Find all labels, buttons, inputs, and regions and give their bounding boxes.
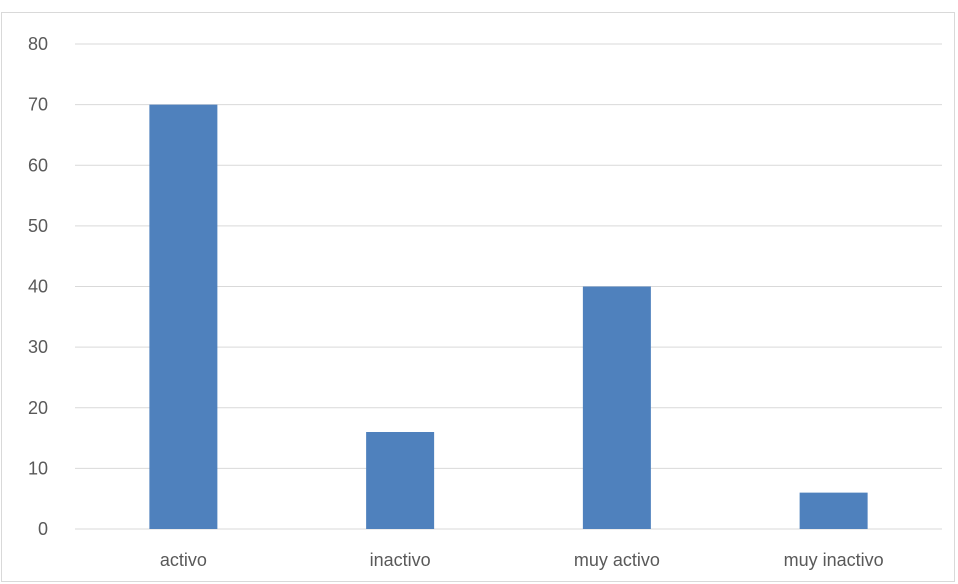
y-tick-label: 20 bbox=[28, 398, 48, 418]
bar-activo bbox=[149, 104, 218, 529]
bar-muy-inactivo bbox=[799, 492, 868, 529]
y-axis-tick-labels: 0 10 20 30 40 50 60 70 80 bbox=[28, 34, 48, 539]
gridlines bbox=[75, 43, 942, 530]
x-axis-category-labels: activo inactivo muy activo muy inactivo bbox=[160, 550, 884, 570]
y-tick-label: 60 bbox=[28, 155, 48, 175]
x-category-label: inactivo bbox=[370, 550, 431, 570]
y-tick-label: 70 bbox=[28, 95, 48, 115]
bar-muy-activo bbox=[582, 286, 651, 529]
bar-inactivo bbox=[366, 432, 435, 529]
y-tick-label: 30 bbox=[28, 337, 48, 357]
x-category-label: activo bbox=[160, 550, 207, 570]
bars bbox=[149, 104, 868, 529]
x-category-label: muy activo bbox=[574, 550, 660, 570]
y-tick-label: 80 bbox=[28, 34, 48, 54]
y-tick-label: 10 bbox=[28, 458, 48, 478]
y-tick-label: 0 bbox=[38, 519, 48, 539]
y-tick-label: 40 bbox=[28, 277, 48, 297]
y-tick-label: 50 bbox=[28, 216, 48, 236]
x-category-label: muy inactivo bbox=[784, 550, 884, 570]
